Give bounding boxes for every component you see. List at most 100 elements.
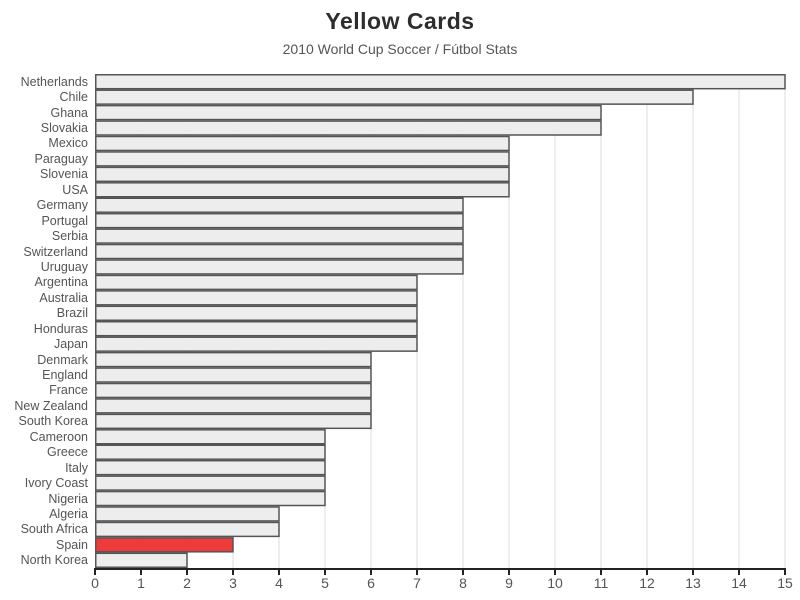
x-tick <box>508 570 510 575</box>
bar-greece <box>95 444 326 460</box>
x-tick <box>370 570 372 575</box>
bar-south-africa <box>95 521 280 538</box>
bar-brazil <box>95 305 418 321</box>
y-axis-label-serbia: Serbia <box>51 229 88 244</box>
y-axis-label-france: France <box>49 383 88 398</box>
y-axis-label-south-korea: South Korea <box>18 414 89 429</box>
x-tick-label: 10 <box>547 575 563 591</box>
bar-ghana <box>95 104 602 121</box>
x-tick-label: 11 <box>593 575 609 591</box>
bar-italy <box>95 459 326 476</box>
y-axis-label-nigeria: Nigeria <box>48 491 88 506</box>
x-axis-line <box>94 568 786 570</box>
x-tick-label: 13 <box>685 575 701 591</box>
bar-slovakia <box>95 120 602 136</box>
y-axis-label-brazil: Brazil <box>56 306 88 321</box>
y-axis-labels: Netherlands Chile Ghana Slovakia Mexico Parag… <box>0 74 95 568</box>
x-tick-label: 4 <box>275 575 283 591</box>
y-axis-label-switzerland: Switzerland <box>23 244 88 259</box>
bar-netherlands <box>95 74 786 90</box>
x-tick <box>416 570 418 575</box>
y-axis-label-paraguay: Paraguay <box>34 151 88 166</box>
bar-france <box>95 382 372 399</box>
x-tick <box>646 570 648 575</box>
bar-serbia <box>95 228 464 244</box>
bar-uruguay <box>95 259 464 275</box>
x-tick <box>554 570 556 575</box>
y-axis-label-ivory-coast: Ivory Coast <box>24 476 88 491</box>
x-tick <box>232 570 234 575</box>
x-tick <box>738 570 740 575</box>
bar-spain <box>95 537 234 553</box>
y-axis-label-south-africa: South Africa <box>20 522 88 537</box>
y-axis-label-chile: Chile <box>59 90 89 105</box>
y-axis-label-usa: USA <box>62 182 88 197</box>
x-tick-label: 14 <box>731 575 747 591</box>
bar-australia <box>95 290 418 306</box>
bar-england <box>95 367 372 383</box>
bar-chile <box>95 89 694 105</box>
x-tick <box>600 570 602 575</box>
x-tick-label: 7 <box>413 575 421 591</box>
bar-ivory-coast <box>95 475 326 491</box>
x-tick <box>462 570 464 575</box>
y-axis-label-mexico: Mexico <box>48 136 88 151</box>
chart-subtitle: 2010 World Cup Soccer / Fútbol Stats <box>282 41 518 57</box>
y-axis-label-australia: Australia <box>39 290 88 305</box>
bar-algeria <box>95 506 280 522</box>
y-axis-label-ghana: Ghana <box>50 105 88 120</box>
x-tick <box>94 570 96 575</box>
bar-argentina <box>95 274 418 291</box>
y-axis-label-new-zealand: New Zealand <box>14 398 88 413</box>
x-tick <box>186 570 188 575</box>
y-axis-label-algeria: Algeria <box>49 506 88 521</box>
x-tick-label: 5 <box>321 575 329 591</box>
y-axis-label-slovenia: Slovenia <box>40 167 88 182</box>
x-tick-label: 6 <box>367 575 375 591</box>
bar-paraguay <box>95 151 510 167</box>
bar-cameroon <box>95 429 326 445</box>
y-axis-label-germany: Germany <box>36 198 88 213</box>
y-axis-label-denmark: Denmark <box>37 352 88 367</box>
x-tick-label: 1 <box>137 575 145 591</box>
bar-honduras <box>95 321 418 337</box>
bar-japan <box>95 336 418 352</box>
x-axis: 0 1 2 3 4 5 6 7 8 9 10 11 12 13 14 15 <box>91 568 793 598</box>
bar-mexico <box>95 135 510 152</box>
x-tick-label: 2 <box>183 575 191 591</box>
bar-slovenia <box>95 166 510 183</box>
x-tick-label: 15 <box>777 575 793 591</box>
y-axis-label-italy: Italy <box>65 460 88 475</box>
y-axis-label-japan: Japan <box>53 337 88 352</box>
y-axis-label-portugal: Portugal <box>41 213 88 228</box>
x-tick <box>324 570 326 575</box>
y-axis-label-north-korea: North Korea <box>20 553 88 568</box>
bar-north-korea <box>95 552 188 568</box>
y-axis-label-honduras: Honduras <box>33 321 88 336</box>
y-axis-label-spain: Spain <box>56 537 88 552</box>
y-axis-label-england: England <box>42 368 88 383</box>
x-tick-label: 3 <box>229 575 237 591</box>
x-tick-label: 12 <box>639 575 655 591</box>
bar-germany <box>95 197 464 213</box>
bar-new-zealand <box>95 398 372 414</box>
x-tick <box>692 570 694 575</box>
y-axis-label-cameroon: Cameroon <box>29 429 88 444</box>
y-axis-label-argentina: Argentina <box>34 275 88 290</box>
bar-denmark <box>95 351 372 368</box>
x-tick <box>784 570 786 575</box>
y-axis-label-slovakia: Slovakia <box>40 121 88 136</box>
y-axis-label-netherlands: Netherlands <box>20 74 88 89</box>
plot-area <box>95 74 786 568</box>
bar-nigeria <box>95 490 326 507</box>
x-tick <box>278 570 280 575</box>
chart-title: Yellow Cards <box>325 8 475 34</box>
y-axis-label-uruguay: Uruguay <box>40 259 88 274</box>
x-tick-label: 9 <box>505 575 513 591</box>
y-axis-label-greece: Greece <box>47 445 88 460</box>
bar-portugal <box>95 212 464 229</box>
x-tick-label: 0 <box>91 575 99 591</box>
bar-switzerland <box>95 243 464 260</box>
x-tick <box>140 570 142 575</box>
